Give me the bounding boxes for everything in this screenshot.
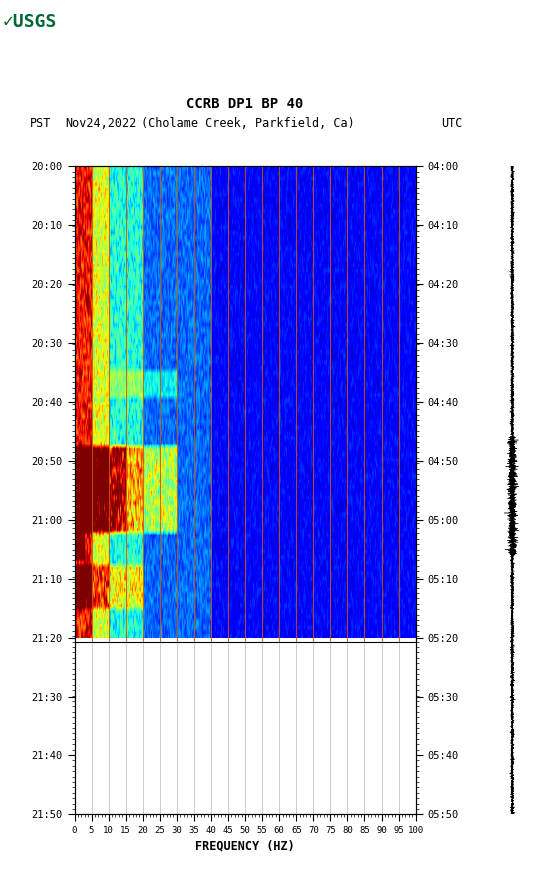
Text: CCRB DP1 BP 40: CCRB DP1 BP 40 [187,96,304,111]
Text: ✓USGS: ✓USGS [3,13,57,31]
Text: (Cholame Creek, Parkfield, Ca): (Cholame Creek, Parkfield, Ca) [141,117,354,130]
Text: UTC: UTC [442,117,463,130]
Text: PST: PST [30,117,52,130]
X-axis label: FREQUENCY (HZ): FREQUENCY (HZ) [195,839,295,853]
Text: Nov24,2022: Nov24,2022 [65,117,136,130]
